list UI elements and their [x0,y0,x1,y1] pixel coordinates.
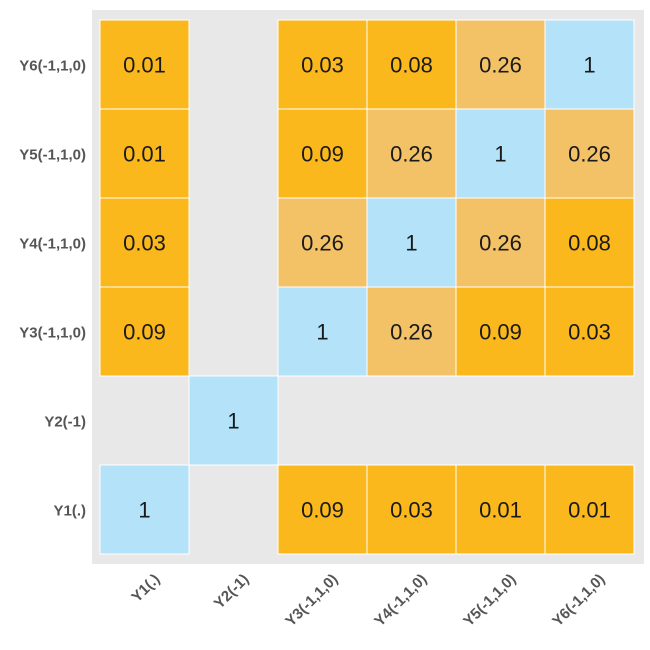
heatmap-cell-r2-c4 [455,197,546,288]
cell-value-label: 0.26 [390,320,433,345]
heatmap-cell-r2-c3 [366,197,457,288]
column-label: Y4(-1,1,0) [371,571,430,630]
cell-value-label: 1 [316,320,328,345]
cell-value-label: 0.09 [479,320,522,345]
cell-value-label: 0.03 [390,498,433,523]
cell-value-label: 1 [494,142,506,167]
column-label: Y6(-1,1,0) [549,571,608,630]
cell-value-label: 0.01 [479,498,522,523]
heatmap-cell-r5-c5 [544,464,635,555]
heatmap-cell-r5-c3 [366,464,457,555]
row-label: Y1(.) [53,503,86,520]
cell-value-label: 0.03 [301,53,344,78]
heatmap-cell-r3-c3 [366,286,457,377]
cell-value-label: 1 [583,53,595,78]
cell-value-label: 0.03 [568,320,611,345]
row-label: Y6(-1,1,0) [19,58,86,75]
cell-value-label: 0.01 [568,498,611,523]
column-labels: Y1(.) Y2(-1) Y3(-1,1,0) Y4(-1,1,0) Y5(-1,1,0… [128,571,608,630]
heatmap-cell-r3-c0 [99,286,190,377]
heatmap-cell-r0-c3 [366,19,457,110]
heatmap-cell-r0-c4 [455,19,546,110]
cell-value-label: 0.09 [301,498,344,523]
cell-value-label: 0.26 [568,142,611,167]
cell-value-label: 1 [227,409,239,434]
column-label: Y5(-1,1,0) [460,571,519,630]
heatmap-cell-r3-c5 [544,286,635,377]
row-label: Y2(-1) [44,414,86,431]
row-labels: Y6(-1,1,0) Y5(-1,1,0) Y4(-1,1,0) Y3(-1,1,0)… [19,58,86,520]
cell-value-label: 0.26 [479,231,522,256]
heatmap-cell-r2-c5 [544,197,635,288]
cell-value-label: 0.09 [301,142,344,167]
cell-value-label: 0.01 [123,142,166,167]
heatmap-cell-r0-c2 [277,19,368,110]
heatmap-cells: 0.01 0.03 0.08 0.26 1 0.01 0.09 0.26 1 0.26 0.03 0.… [99,19,635,555]
cell-value-label: 0.01 [123,53,166,78]
cell-value-label: 1 [405,231,417,256]
row-label: Y4(-1,1,0) [19,236,86,253]
heatmap-cell-r1-c3 [366,108,457,199]
cell-value-label: 0.26 [390,142,433,167]
row-label: Y5(-1,1,0) [19,147,86,164]
column-label: Y3(-1,1,0) [282,571,341,630]
heatmap-cell-r5-c4 [455,464,546,555]
cell-value-label: 0.26 [301,231,344,256]
heatmap-cell-r4-c1 [188,375,279,466]
cell-value-label: 0.26 [479,53,522,78]
heatmap-cell-r0-c0 [99,19,190,110]
cell-value-label: 0.03 [123,231,166,256]
row-label: Y3(-1,1,0) [19,325,86,342]
column-label: Y2(-1) [211,571,252,612]
heatmap-cell-r3-c4 [455,286,546,377]
heatmap-cell-r1-c2 [277,108,368,199]
heatmap-cell-r5-c0 [99,464,190,555]
heatmap-cell-r1-c4 [455,108,546,199]
heatmap-cell-r2-c2 [277,197,368,288]
heatmap-cell-r3-c2 [277,286,368,377]
heatmap-cell-r5-c2 [277,464,368,555]
cell-value-label: 0.08 [390,53,433,78]
cell-value-label: 1 [138,498,150,523]
cell-value-label: 0.08 [568,231,611,256]
column-label: Y1(.) [128,571,163,606]
heatmap-cell-r1-c5 [544,108,635,199]
cell-value-label: 0.09 [123,320,166,345]
